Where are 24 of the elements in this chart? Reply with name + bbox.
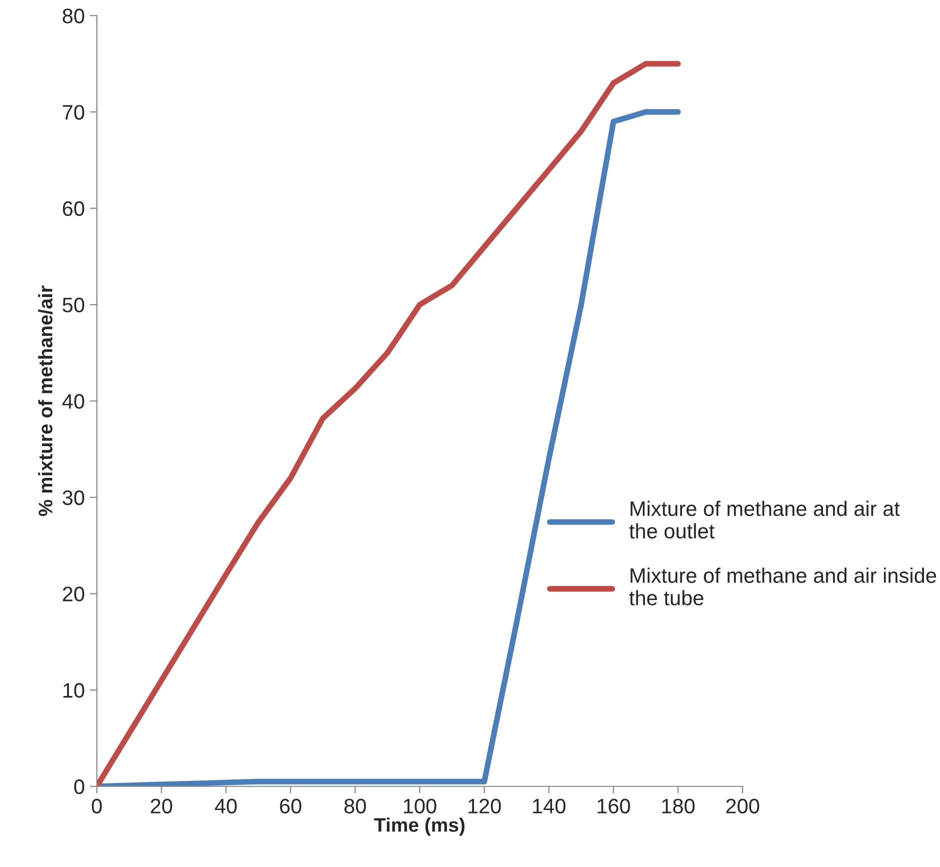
x-tick-label: 180 [662,798,695,814]
x-tick-label: 200 [726,798,760,814]
x-axis-title: Time (ms) [374,818,464,836]
x-tick-label: 140 [533,798,566,814]
y-axis-title: % mixture of methane/air [38,286,53,516]
legend-label: Mixture of methane and air inside the tube [629,568,936,606]
y-tick-label: 40 [62,394,84,409]
x-tick-label: 0 [92,798,102,814]
legend-label: Mixture of methane and air at the outlet [629,500,900,539]
y-tick-label: 50 [62,298,84,312]
x-tick-label: 20 [150,798,172,814]
x-tick-label: 100 [404,798,436,814]
x-tick-label: 40 [214,798,237,814]
y-tick-label: 0 [74,779,84,794]
y-tick-label: 80 [62,8,84,24]
y-tick-label: 20 [62,586,84,602]
x-tick-label: 160 [598,798,630,814]
y-tick-label: 70 [62,104,84,120]
y-tick-label: 30 [62,490,84,506]
y-tick-label: 10 [63,683,84,698]
y-tick-label: 60 [62,201,84,216]
x-tick-label: 60 [280,798,302,814]
x-tick-label: 80 [344,798,366,814]
x-tick-label: 120 [468,798,501,814]
